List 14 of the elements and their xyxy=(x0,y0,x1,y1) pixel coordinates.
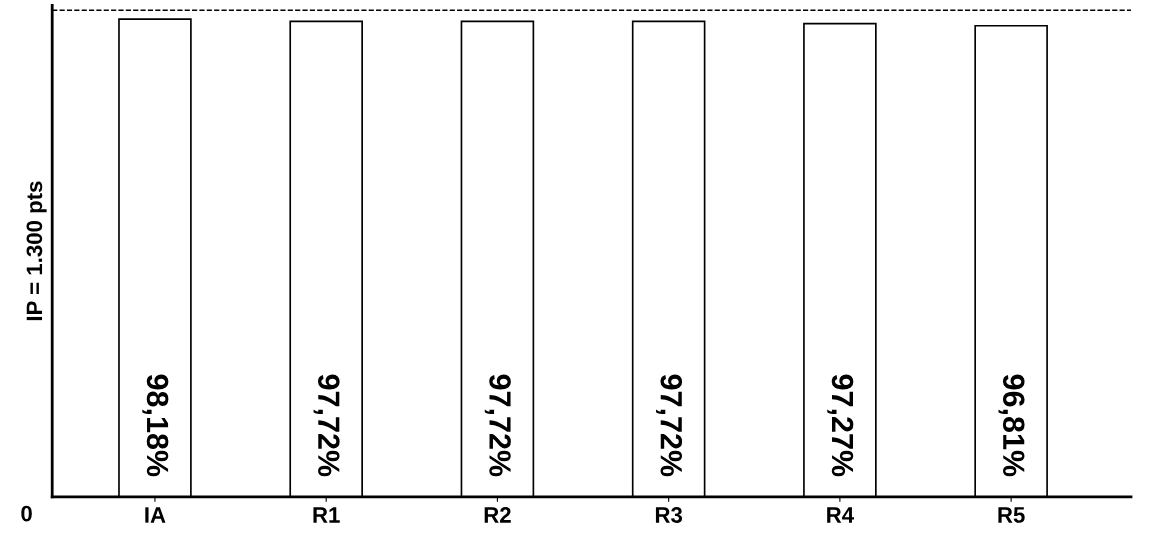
data-label: 97,27% xyxy=(827,374,854,477)
x-tick-label: R2 xyxy=(484,507,511,523)
x-tick-label: IA xyxy=(145,507,166,523)
data-label: 96,81% xyxy=(998,374,1025,477)
x-tick-label: R1 xyxy=(313,507,340,523)
text: 0 xyxy=(21,505,32,522)
x-tick-label: R4 xyxy=(827,507,854,523)
data-label: 98,18% xyxy=(142,374,169,477)
y-axis-title: IP = 1.300 pts xyxy=(26,181,47,321)
data-label: 97,72% xyxy=(313,374,340,477)
x-tick-label: R5 xyxy=(998,507,1025,523)
x-tick-label: R3 xyxy=(655,507,683,523)
data-label: 97,72% xyxy=(656,374,683,477)
data-label: 97,72% xyxy=(484,374,511,477)
